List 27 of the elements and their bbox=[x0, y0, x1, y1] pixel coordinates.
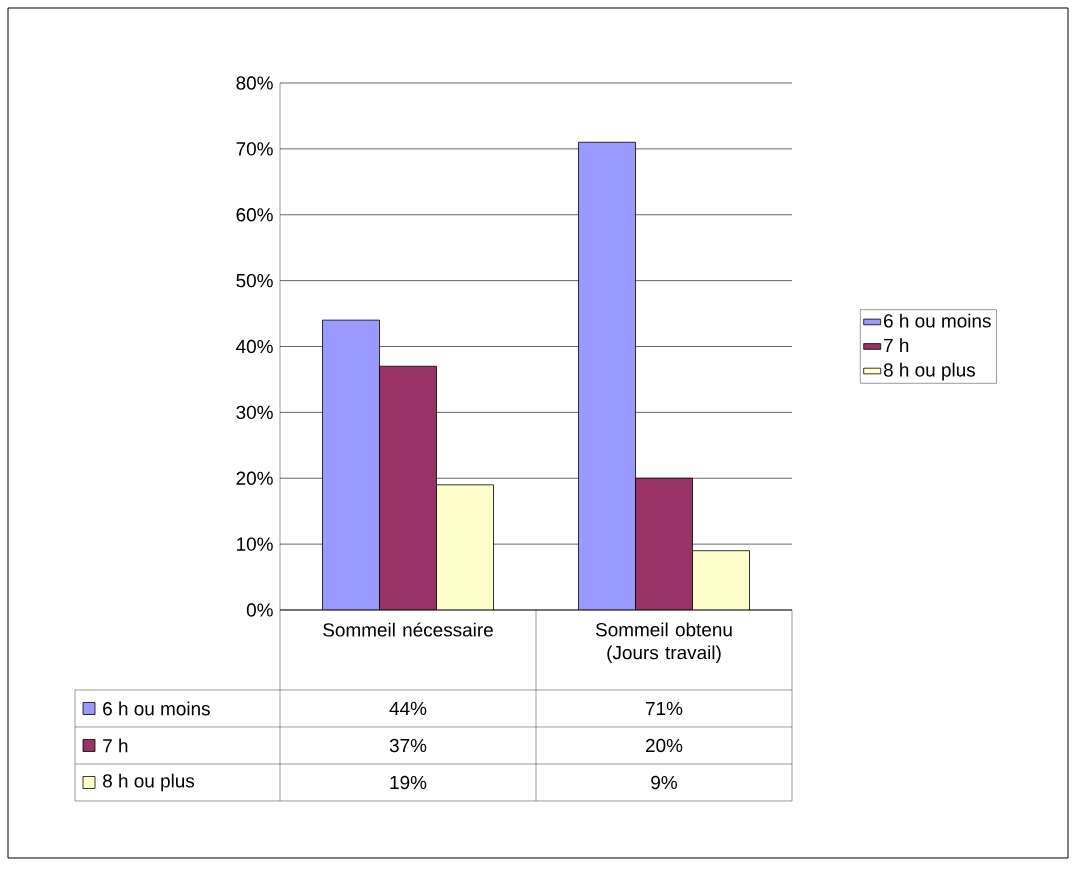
bar bbox=[379, 365, 437, 610]
text: 7 h bbox=[103, 738, 128, 753]
legend-label: 6 h ou moins bbox=[103, 701, 210, 716]
legend-label: 7 h bbox=[884, 338, 909, 352]
y-tick-label: 80% bbox=[236, 76, 273, 90]
x-tick-label: Sommeil nécessaire bbox=[323, 622, 493, 637]
data-label: 71% bbox=[646, 701, 683, 716]
y-tick-label: 10% bbox=[237, 537, 273, 551]
bar bbox=[578, 141, 636, 610]
data-label: 37% bbox=[389, 738, 427, 753]
y-tick-label: 70% bbox=[236, 142, 273, 156]
data-label: 9% bbox=[651, 775, 678, 790]
text: 8 h ou plus bbox=[103, 773, 195, 792]
data-label: 19% bbox=[390, 775, 427, 790]
y-tick-label: 30% bbox=[236, 405, 273, 420]
data-label: 44% bbox=[389, 701, 427, 716]
y-tick-label: 0% bbox=[246, 603, 273, 617]
y-tick-label: 60% bbox=[236, 208, 273, 222]
data-label: 20% bbox=[646, 738, 683, 753]
y-tick-label: 40% bbox=[236, 339, 273, 354]
x-tick-label: Sommeil obtenu (Jours travail) bbox=[595, 622, 732, 664]
text: 6 h ou moins bbox=[884, 313, 991, 328]
y-tick-label: 20% bbox=[236, 471, 273, 485]
legend-label: 8 h ou plus bbox=[883, 362, 975, 381]
y-tick-label: 50% bbox=[236, 273, 273, 288]
bar bbox=[635, 477, 693, 610]
bar bbox=[322, 319, 380, 610]
